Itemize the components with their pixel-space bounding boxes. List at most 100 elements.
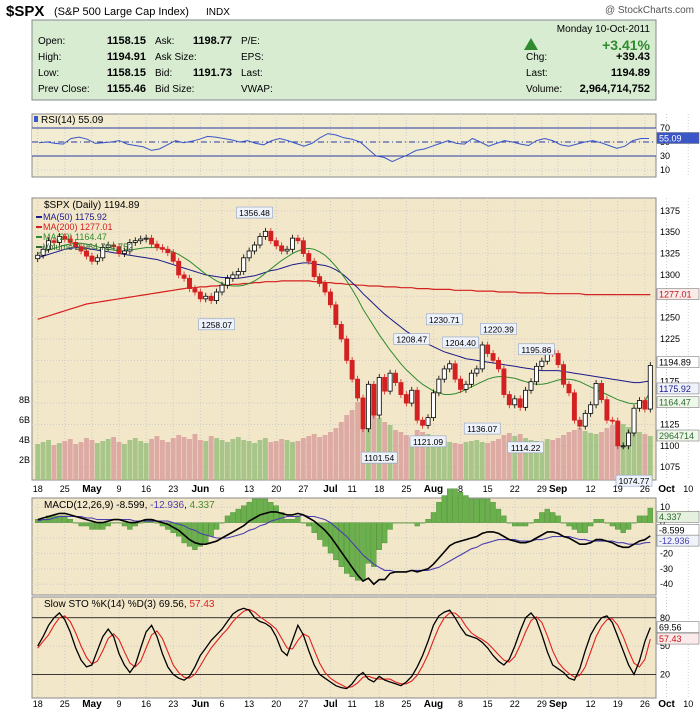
sto-d-last-label: 57.43 — [659, 634, 682, 644]
price-annotation: 1208.47 — [396, 335, 427, 345]
symbol: $SPX — [6, 3, 44, 20]
macd-histogram-bar — [544, 508, 550, 523]
volume-bar — [40, 442, 46, 480]
x-tick-label: 13 — [244, 484, 254, 494]
x-tick-label: 8 — [458, 699, 463, 709]
macd-legend-part: 4.337 — [190, 500, 215, 511]
candle — [235, 271, 241, 276]
volume-bar — [555, 438, 561, 480]
sto-legend-part: 57.43 — [189, 599, 214, 610]
macd-histogram-bar — [246, 502, 252, 523]
candle — [149, 237, 155, 245]
quote-value: 1158.15 — [107, 67, 146, 79]
quote-label: Bid: — [155, 68, 172, 79]
volume-bar — [604, 428, 610, 480]
macd-histogram-bar — [615, 522, 621, 530]
candle — [371, 383, 377, 416]
macd-histogram-bar — [571, 522, 578, 530]
quote-value: 1194.89 — [611, 67, 650, 79]
x-tick-label: 6 — [220, 699, 225, 709]
candle — [138, 238, 144, 242]
volume-bar — [192, 434, 198, 480]
volume-bar — [582, 431, 588, 480]
candle — [100, 247, 106, 259]
candle — [512, 398, 518, 406]
macd-histogram-bar — [409, 522, 415, 524]
volume-bar — [436, 440, 442, 480]
candle — [447, 363, 453, 370]
macd-histogram-bar — [582, 522, 588, 533]
price-annotation: 1074.77 — [619, 476, 650, 486]
candle — [306, 253, 312, 262]
volume-bar — [506, 433, 512, 480]
macd-histogram-bar — [208, 522, 214, 537]
volume-bar — [208, 436, 214, 480]
candle — [56, 236, 62, 243]
candle — [599, 383, 604, 401]
candle — [382, 377, 388, 392]
price-tick: 1075 — [660, 462, 680, 472]
volume-bar — [490, 441, 496, 480]
candle — [398, 382, 404, 395]
candle — [647, 365, 653, 410]
macd-histogram-bar — [289, 519, 296, 523]
candle — [62, 236, 68, 240]
x-tick-label: Sep — [549, 484, 567, 495]
price-annotation: 1230.71 — [429, 315, 460, 325]
volume-bar — [409, 437, 415, 480]
candle — [208, 295, 214, 301]
candle — [528, 381, 534, 391]
macd-histogram-bar — [376, 522, 382, 550]
price-tick: 1225 — [660, 334, 680, 344]
volume-bar — [51, 445, 57, 480]
x-tick-label: 26 — [640, 699, 650, 709]
volume-bar — [246, 441, 252, 480]
price-annotation: 1220.39 — [483, 324, 514, 334]
x-axis: 18 25 May 9 16 23 Jun 6 13 20 27 Jul 11 18 25 Aug 8 15 22 2… — [33, 484, 694, 710]
candle — [257, 236, 263, 246]
candle — [170, 252, 176, 262]
volume-bar — [355, 402, 360, 480]
macd-panel — [31, 497, 657, 596]
macd-tick: -30 — [660, 564, 673, 574]
volume-bar — [46, 440, 51, 480]
price-annotation: 1204.40 — [445, 338, 476, 348]
volume-bar — [159, 440, 165, 480]
volume-bar — [360, 398, 366, 480]
candle — [393, 372, 398, 383]
macd-tick: -40 — [660, 579, 673, 589]
x-tick-label: 20 — [271, 699, 281, 709]
volume-bar — [571, 430, 577, 480]
quote-value: 2,964,714,752 — [580, 83, 650, 95]
rsi-tick: 30 — [660, 151, 670, 161]
macd-histogram-bar — [555, 515, 561, 523]
macd-histogram-bar — [78, 522, 84, 527]
candle — [414, 389, 420, 421]
candle — [317, 276, 323, 284]
macd-histogram-bar — [116, 522, 122, 524]
rsi-tick: 70 — [660, 123, 670, 133]
candle — [463, 383, 469, 390]
candle — [94, 257, 100, 262]
candle — [295, 237, 301, 242]
candle — [224, 277, 230, 286]
volume-bar — [458, 444, 463, 480]
volume-bar — [317, 437, 323, 480]
candle — [241, 257, 247, 272]
quote-value: 1198.77 — [193, 35, 232, 47]
volume-bar — [642, 434, 648, 480]
macd-histogram-bar — [625, 522, 632, 530]
volume-bar — [62, 441, 68, 480]
x-tick-label: Sep — [549, 699, 567, 710]
macd-last-label: -8.599 — [659, 525, 685, 535]
quote-label: Last: — [241, 68, 263, 79]
candle — [490, 353, 496, 361]
volume-bar — [116, 442, 122, 480]
volume-bar — [523, 438, 529, 480]
macd-histogram-bar — [51, 515, 57, 523]
x-tick-label: 13 — [244, 699, 254, 709]
macd-histogram-bar — [522, 522, 529, 527]
x-tick-label: 11 — [347, 699, 356, 709]
candle — [604, 399, 610, 421]
volume-bar — [441, 441, 447, 480]
